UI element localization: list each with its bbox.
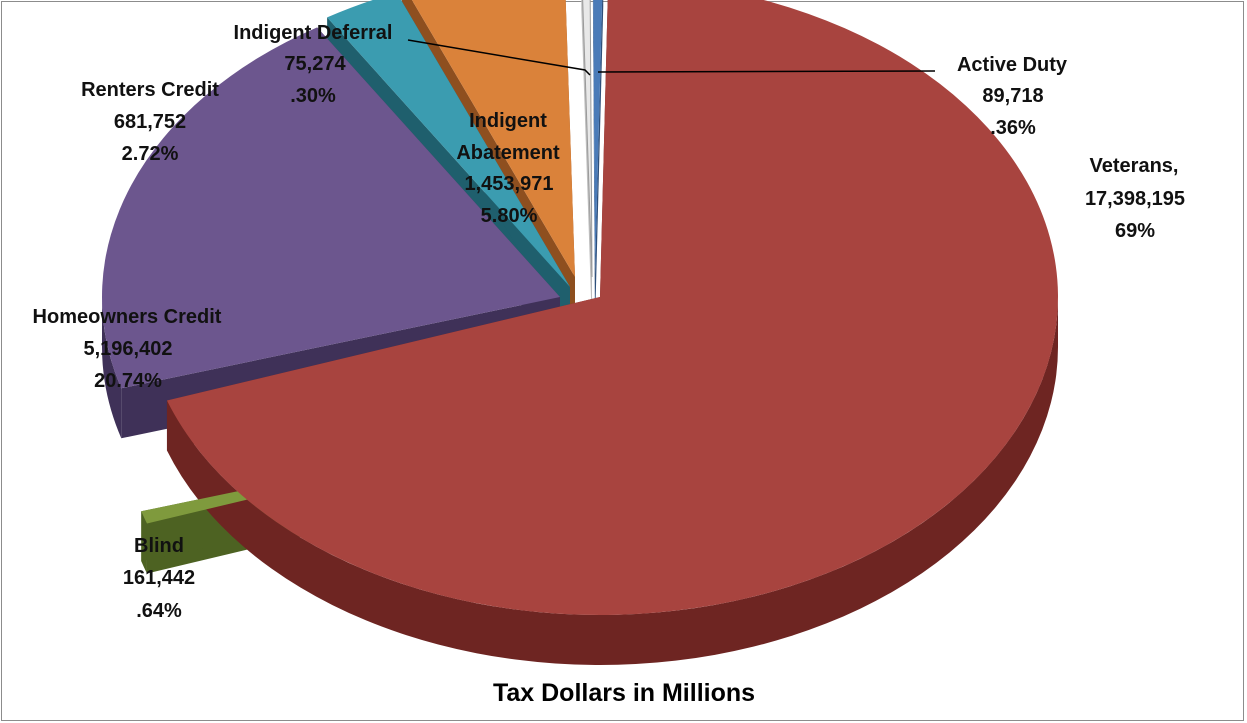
label-homeowners-credit-pct: 20.74% <box>94 370 162 392</box>
leader-line-active-duty <box>597 70 936 73</box>
label-veterans-value: 17,398,195 <box>1085 188 1185 210</box>
label-veterans-pct: 69% <box>1115 220 1155 242</box>
slice-renters-credit <box>327 0 570 287</box>
data-labels: Indigent Deferral 75,274 .30% Renters Cr… <box>33 22 1186 622</box>
label-indigent-deferral-pct: .30% <box>290 85 336 107</box>
slice-homeowners-credit <box>102 27 560 389</box>
label-homeowners-credit-value: 5,196,402 <box>84 338 173 360</box>
slice-veterans <box>166 0 1058 615</box>
label-indigent-deferral-value: 75,274 <box>284 53 346 75</box>
label-indigent-deferral-name: Indigent Deferral <box>234 22 393 44</box>
label-renters-credit-pct: 2.72% <box>122 143 179 165</box>
label-indigent-abatement-value: 1,453,971 <box>465 173 554 195</box>
chart-title: Tax Dollars in Millions <box>493 679 755 707</box>
label-homeowners-credit-name: Homeowners Credit <box>33 306 222 328</box>
slice-wall-start-active-duty <box>592 0 595 325</box>
slice-indigent-deferral <box>582 0 593 278</box>
slice-wall-end-active-duty <box>595 0 604 325</box>
slice-indigent-abatement <box>411 0 575 277</box>
slice-side-homeowners-credit <box>102 297 122 439</box>
label-active-duty-name: Active Duty <box>957 54 1068 76</box>
label-blind-name: Blind <box>134 535 184 557</box>
leader-line-indigent-deferral <box>407 39 591 76</box>
label-indigent-abatement-name-line1: Indigent <box>469 110 547 132</box>
label-blind-value: 161,442 <box>123 567 195 589</box>
slice-active-duty <box>593 0 603 275</box>
label-active-duty-value: 89,718 <box>982 85 1043 107</box>
leader-lines <box>407 39 936 76</box>
slice-side-veterans <box>166 297 1059 666</box>
label-indigent-abatement-name-line2: Abatement <box>456 142 560 164</box>
label-active-duty-pct: .36% <box>990 117 1036 139</box>
label-blind-pct: .64% <box>136 600 182 622</box>
label-veterans-name: Veterans, <box>1090 155 1179 177</box>
label-renters-credit-name: Renters Credit <box>81 79 219 101</box>
label-renters-credit-value: 681,752 <box>114 111 186 133</box>
slice-wall-start-indigent-deferral <box>581 0 592 327</box>
slice-side-blind <box>141 511 147 574</box>
label-indigent-abatement-pct: 5.80% <box>481 205 538 227</box>
pie-layer <box>102 0 1059 666</box>
